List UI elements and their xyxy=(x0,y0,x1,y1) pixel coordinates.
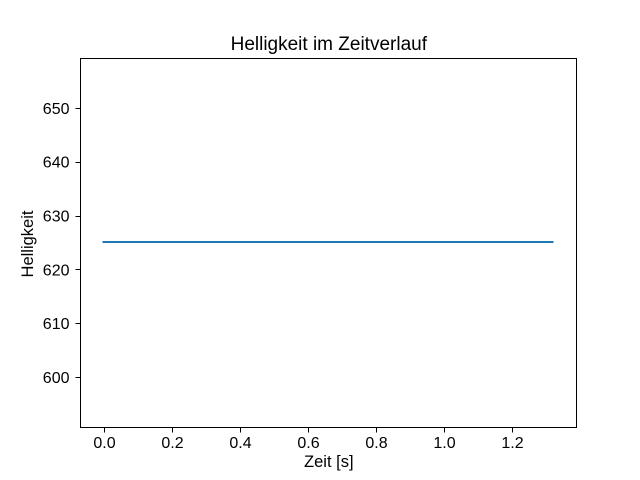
svg-text:Helligkeit: Helligkeit xyxy=(19,210,37,277)
svg-text:0.6: 0.6 xyxy=(297,435,319,452)
svg-text:620: 620 xyxy=(43,262,70,279)
svg-text:0.2: 0.2 xyxy=(161,435,183,452)
svg-text:Zeit [s]: Zeit [s] xyxy=(304,453,354,471)
svg-text:640: 640 xyxy=(43,155,70,172)
svg-text:Helligkeit im Zeitverlauf: Helligkeit im Zeitverlauf xyxy=(231,34,428,55)
svg-text:0.4: 0.4 xyxy=(229,435,251,452)
svg-text:0.8: 0.8 xyxy=(365,435,387,452)
svg-text:1.2: 1.2 xyxy=(501,435,523,452)
svg-text:610: 610 xyxy=(43,316,70,333)
svg-text:0.0: 0.0 xyxy=(93,435,115,452)
svg-text:1.0: 1.0 xyxy=(433,435,455,452)
svg-text:650: 650 xyxy=(43,101,70,118)
svg-text:600: 600 xyxy=(43,370,70,387)
svg-text:630: 630 xyxy=(43,209,70,226)
